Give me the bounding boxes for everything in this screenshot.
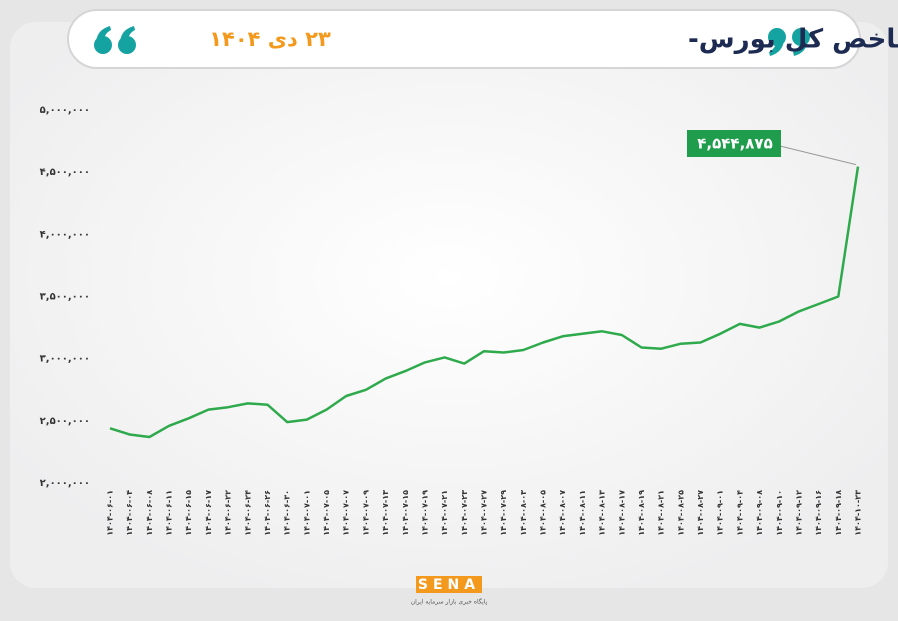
x-tick-label: ۱۴۰۴-۰۷-۲۷: [480, 490, 489, 536]
x-tick-label: ۱۴۰۴-۰۸-۱۹: [637, 490, 646, 536]
x-tick-label: ۱۴۰۴-۰۹-۱۰: [775, 490, 784, 536]
x-tick-label: ۱۴۰۴-۰۶-۲۲: [224, 490, 233, 536]
x-tick-label: ۱۴۰۴-۰۷-۱۳: [381, 490, 390, 536]
x-tick-label: ۱۴۰۴-۰۹-۰۱: [716, 490, 725, 536]
x-tick-label: ۱۴۰۴-۰۶-۱۷: [204, 490, 213, 536]
x-tick-label: ۱۴۰۴-۰۷-۰۱: [302, 490, 311, 536]
x-tick-label: ۱۴۰۴-۰۷-۱۵: [401, 490, 410, 536]
x-tick-label: ۱۴۰۴-۰۶-۳۰: [283, 490, 292, 536]
x-tick-label: ۱۴۰۴-۰۹-۱۶: [814, 490, 823, 536]
x-tick-label: ۱۴۰۴-۰۸-۰۷: [558, 490, 567, 536]
x-tick-label: ۱۴۰۴-۰۹-۰۸: [755, 490, 764, 536]
x-tick-label: ۱۴۰۴-۰۷-۲۱: [440, 490, 449, 536]
chart-title: روند شاخص کل بورس-: [688, 25, 898, 55]
y-tick-label: ۲,۰۰۰,۰۰۰: [40, 478, 90, 489]
header-pill: [67, 9, 861, 69]
x-tick-label: ۱۴۰۴-۰۹-۱۸: [834, 490, 843, 536]
x-tick-label: ۱۴۰۴-۰۶-۰۴: [125, 490, 134, 536]
y-tick-label: ۵,۰۰۰,۰۰۰: [40, 105, 90, 116]
x-tick-label: ۱۴۰۴-۰۶-۱۵: [184, 490, 193, 536]
value-label-box: [687, 130, 781, 157]
quote-left: [94, 26, 136, 54]
x-tick-label: ۱۴۰۴-۰۷-۰۵: [322, 490, 331, 536]
x-tick-label: ۱۴۰۴-۰۸-۲۷: [696, 490, 705, 536]
line: [109, 166, 860, 439]
x-tick-label: ۱۴۰۴-۰۶-۲۴: [243, 490, 252, 536]
chart-subtitle: ۲۳ دی ۱۴۰۴: [209, 27, 331, 51]
x-tick-label: ۱۴۰۴-۰۸-۰۵: [539, 490, 548, 536]
x-tick-label: ۱۴۰۴-۰۷-۲۹: [499, 490, 508, 536]
x-tick-label: ۱۴۰۴-۰۸-۱۷: [617, 490, 626, 536]
x-tick-label: ۱۴۰۴-۰۸-۲۱: [657, 490, 666, 536]
x-tick-label: ۱۴۰۴-۰۷-۱۹: [420, 490, 429, 536]
x-tick-label: ۱۴۰۴-۰۷-۰۷: [342, 490, 351, 536]
x-tick-label: ۱۴۰۴-۱۰-۲۳: [854, 490, 863, 536]
logo-box: [416, 576, 482, 593]
card: [10, 22, 888, 588]
x-tick-label: ۱۴۰۴-۰۹-۱۲: [794, 490, 803, 536]
x-tick-label: ۱۴۰۴-۰۷-۰۹: [361, 490, 370, 536]
logo-name: SENA: [418, 577, 480, 593]
quote-right: [768, 28, 810, 56]
x-tick-label: ۱۴۰۴-۰۸-۰۳: [519, 490, 528, 536]
y-tick-label: ۳,۰۰۰,۰۰۰: [40, 354, 90, 365]
x-tick-label: ۱۴۰۴-۰۸-۲۵: [676, 490, 685, 536]
x-tick-label: ۱۴۰۴-۰۸-۱۳: [598, 490, 607, 536]
y-tick-label: ۳,۵۰۰,۰۰۰: [40, 292, 90, 303]
value-label: ۴,۵۴۴,۸۷۵: [697, 135, 772, 153]
x-tick-label: ۱۴۰۴-۰۶-۰۱: [106, 490, 115, 536]
x-tick-label: ۱۴۰۴-۰۶-۱۱: [165, 490, 174, 536]
y-tick-label: ۲,۵۰۰,۰۰۰: [40, 416, 90, 427]
x-tick-label: ۱۴۰۴-۰۶-۲۶: [263, 490, 272, 536]
x-tick-label: ۱۴۰۴-۰۹-۰۴: [735, 490, 744, 536]
x-tick-label: ۱۴۰۴-۰۸-۱۱: [578, 490, 587, 536]
leader-line: [779, 145, 857, 166]
y-tick-label: ۴,۵۰۰,۰۰۰: [40, 167, 90, 178]
x-tick-label: ۱۴۰۴-۰۷-۲۳: [460, 490, 469, 536]
x-tick-label: ۱۴۰۴-۰۶-۰۸: [145, 490, 154, 536]
logo-tagline: پایگاه خبری بازار سرمایه ایران: [411, 598, 488, 606]
y-tick-label: ۴,۰۰۰,۰۰۰: [40, 229, 90, 240]
